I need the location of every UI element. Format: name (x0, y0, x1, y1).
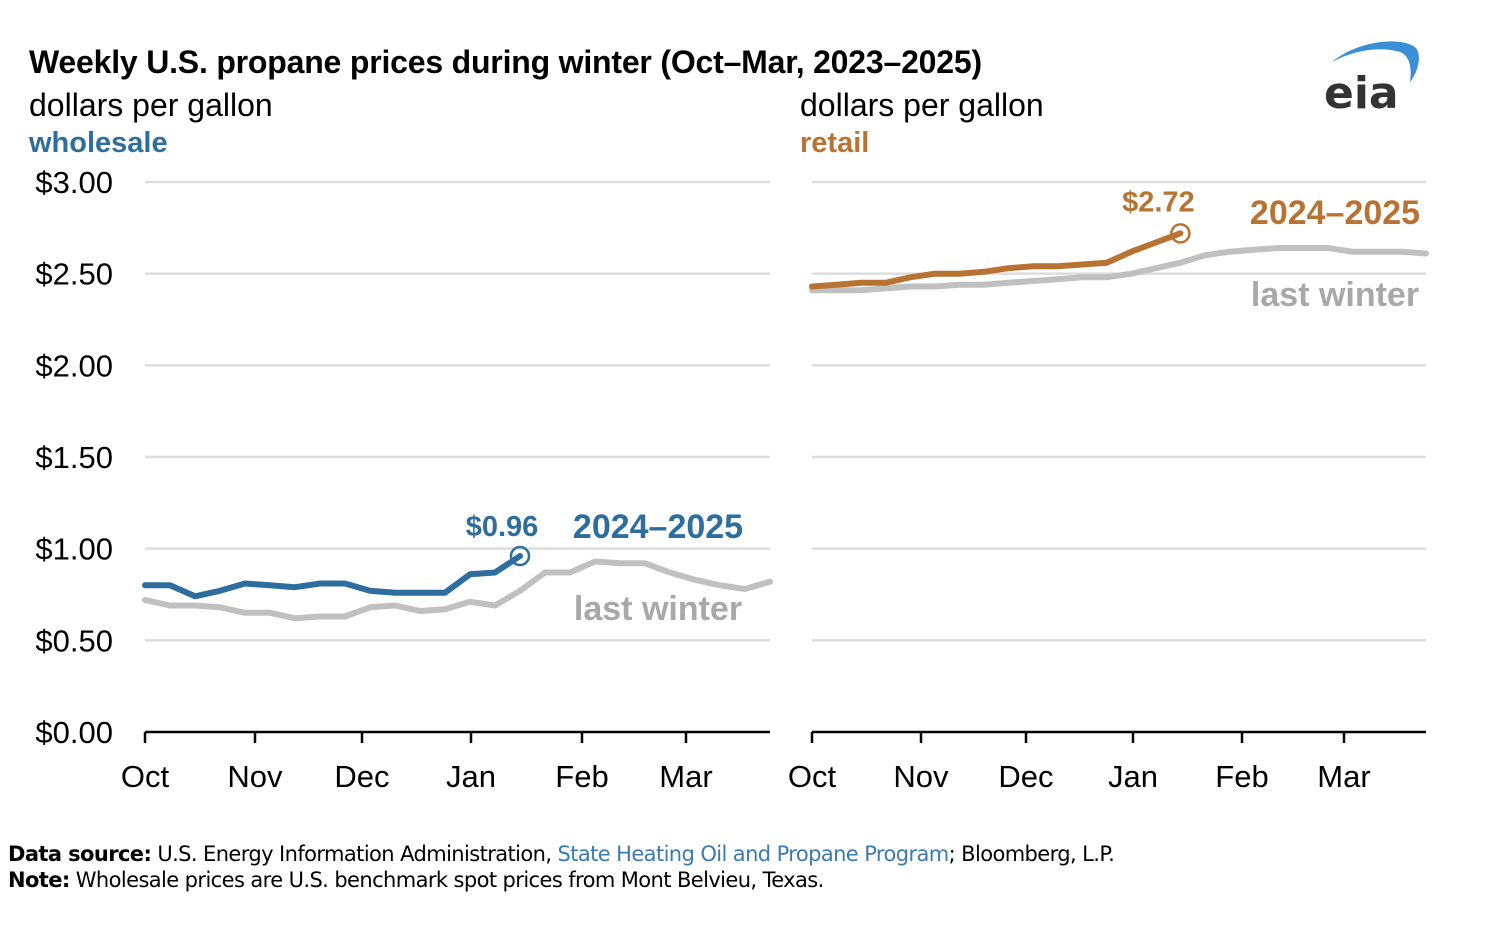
x-tick-label: Mar (659, 759, 712, 794)
x-tick-label: Oct (121, 759, 170, 794)
x-tick-label: Feb (555, 759, 608, 794)
retail-unit-label: dollars per gallon (800, 87, 1044, 123)
current-winter-line (142, 553, 523, 600)
last-winter-line (809, 245, 1429, 294)
note-label: Note: (8, 868, 70, 892)
state-heating-oil-link[interactable]: State Heating Oil and Propane Program (557, 842, 950, 866)
x-tick-label: Nov (893, 759, 949, 794)
x-tick-label: Oct (788, 759, 837, 794)
latest-value-marker (509, 545, 531, 567)
y-tick-label: $3.00 (35, 165, 113, 200)
last-winter-line (142, 558, 773, 622)
wholesale-panel: $0.00 $0.50 $1.00 $1.50 $2.00 $2.50 $3.00 Oct No… (35, 165, 773, 794)
x-tick-label: Dec (998, 759, 1053, 794)
latest-value-label: $0.96 (466, 511, 539, 543)
note-text: Wholesale prices are U.S. benchmark spot… (69, 868, 825, 892)
data-source-text-2: ; Bloomberg, L.P. (948, 842, 1115, 866)
y-tick-label: $1.50 (35, 440, 113, 475)
x-tick-label: Jan (446, 759, 496, 794)
x-tick-label: Dec (334, 759, 389, 794)
eia-logo-arc-icon (1332, 41, 1419, 82)
eia-logo: eia (1324, 41, 1419, 118)
wholesale-unit-label: dollars per gallon (29, 87, 273, 123)
data-source-line: Data source: U.S. Energy Information Adm… (8, 842, 1115, 866)
eia-logo-text: eia (1324, 68, 1399, 118)
x-tick-label: Feb (1215, 759, 1268, 794)
current-winter-series-label: 2024–2025 (1250, 194, 1420, 232)
y-tick-label: $2.00 (35, 348, 113, 383)
last-winter-series-label: last winter (1251, 276, 1419, 314)
y-tick-label: $0.00 (35, 715, 113, 750)
chart-title: Weekly U.S. propane prices during winter… (29, 44, 982, 80)
current-winter-series-label: 2024–2025 (573, 508, 743, 546)
latest-value-marker (1170, 223, 1191, 244)
latest-value-label: $2.72 (1122, 186, 1195, 218)
note-line: Note: Wholesale prices are U.S. benchmar… (8, 868, 824, 892)
x-tick-label: Mar (1317, 759, 1370, 794)
y-tick-label: $2.50 (35, 257, 113, 292)
current-winter-line (809, 230, 1184, 290)
x-tick-label: Nov (227, 759, 283, 794)
data-source-label: Data source: (8, 842, 152, 866)
wholesale-panel-label: wholesale (29, 127, 168, 159)
y-tick-label: $0.50 (35, 623, 113, 658)
retail-panel-label: retail (800, 127, 870, 159)
last-winter-series-label: last winter (574, 590, 742, 628)
y-tick-label: $1.00 (35, 532, 113, 567)
x-tick-label: Jan (1108, 759, 1158, 794)
retail-panel: Oct Nov Dec Jan Feb Mar $2.72 2024–2025 last win… (788, 180, 1429, 794)
data-source-text: U.S. Energy Information Administration, (151, 842, 558, 866)
